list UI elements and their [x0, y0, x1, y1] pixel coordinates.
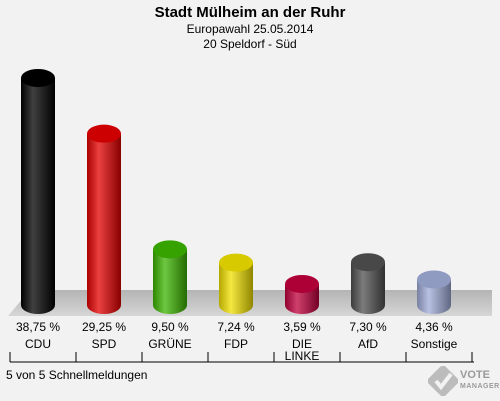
bar-spd	[87, 124, 121, 314]
category-label: LINKE	[285, 349, 320, 363]
chart-subtitle-district: 20 Speldorf - Süd	[203, 37, 297, 51]
value-label: 9,50 %	[151, 320, 189, 334]
value-label: 3,59 %	[283, 320, 321, 334]
bar-body	[417, 279, 451, 314]
bar-sonstige	[417, 270, 451, 314]
value-label: 4,36 %	[415, 320, 453, 334]
bar-cap	[153, 240, 187, 259]
vote-manager-logo: VOTE MANAGER	[426, 364, 500, 398]
reports-status: 5 von 5 Schnellmeldungen	[6, 368, 148, 382]
bar-body	[153, 249, 187, 314]
value-label: 7,30 %	[349, 320, 387, 334]
value-label: 29,25 %	[82, 320, 126, 334]
bar-body	[87, 133, 121, 314]
value-label: 7,24 %	[217, 320, 255, 334]
category-label: SPD	[92, 337, 117, 351]
bar-cap	[219, 253, 253, 272]
chart-title: Stadt Mülheim an der Ruhr	[154, 4, 346, 21]
category-label: GRÜNE	[148, 337, 191, 351]
bar-body	[219, 262, 253, 314]
value-label: 38,75 %	[16, 320, 60, 334]
bar-grüne	[153, 240, 187, 314]
bar-afd	[351, 253, 385, 314]
chart-subtitle-election: Europawahl 25.05.2014	[186, 22, 314, 36]
bar-cap	[351, 253, 385, 272]
bar-cap	[417, 270, 451, 289]
checkmark-icon	[426, 364, 460, 398]
bar-fdp	[219, 253, 253, 314]
category-label: Sonstige	[411, 337, 458, 351]
bar-body	[21, 78, 55, 314]
category-label: DIE	[292, 337, 312, 351]
chart-header: Stadt Mülheim an der Ruhr Europawahl 25.…	[0, 4, 500, 52]
bar-body	[351, 262, 385, 314]
bar-cap	[87, 124, 121, 143]
logo-text-manager: MANAGER	[460, 383, 500, 390]
bar-die-linke	[285, 274, 319, 314]
bar-cap	[21, 69, 55, 87]
category-label: CDU	[25, 337, 51, 351]
category-label: AfD	[358, 337, 378, 351]
bar-cdu	[21, 69, 55, 314]
logo-text-vote: VOTE	[460, 369, 490, 381]
bar-cap	[285, 274, 319, 293]
category-label: FDP	[224, 337, 248, 351]
